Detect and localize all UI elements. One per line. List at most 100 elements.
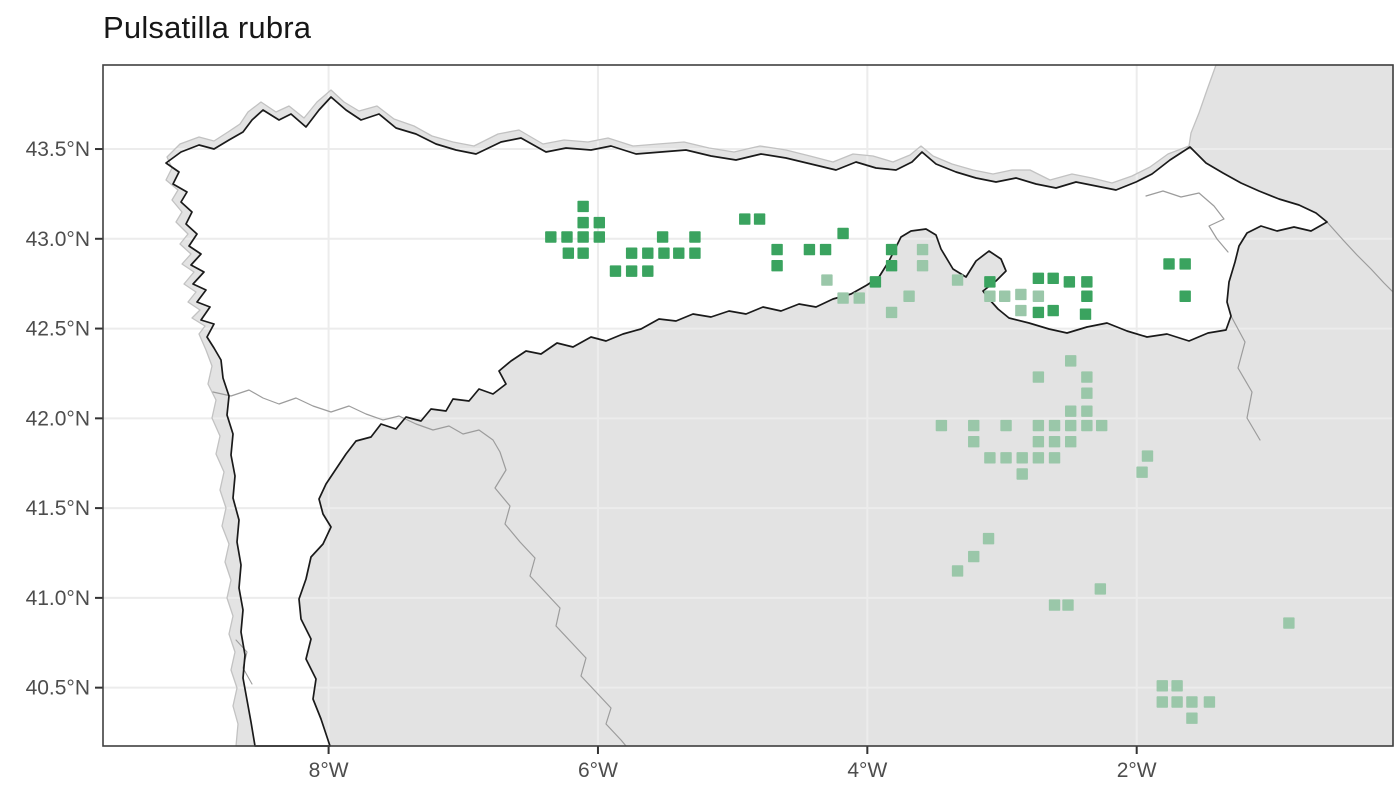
occurrence-marker xyxy=(1094,583,1107,595)
occurrence-marker xyxy=(656,231,669,243)
occurrence-marker xyxy=(1048,452,1061,464)
occurrence-marker xyxy=(1065,419,1077,432)
occurrence-marker xyxy=(561,231,573,243)
occurrence-marker xyxy=(1186,696,1198,708)
occurrence-marker xyxy=(819,243,832,256)
occurrence-marker xyxy=(1048,599,1061,611)
x-tick-label: 4°W xyxy=(847,759,887,782)
occurrence-marker xyxy=(837,227,849,240)
occurrence-marker xyxy=(1171,696,1183,708)
occurrence-marker xyxy=(577,200,589,213)
y-tick-label: 43.5°N xyxy=(26,138,90,161)
panel-border xyxy=(102,64,1394,747)
occurrence-marker xyxy=(984,452,996,464)
occurrence-marker xyxy=(1081,405,1093,417)
occurrence-marker xyxy=(771,260,783,272)
occurrence-marker xyxy=(837,292,849,304)
occurrence-marker xyxy=(593,216,606,229)
occurrence-marker xyxy=(1047,304,1059,317)
occurrence-markers-region xyxy=(545,200,1191,320)
occurrence-marker xyxy=(1179,290,1191,302)
occurrence-marker xyxy=(885,243,898,256)
occurrence-marker xyxy=(771,243,783,256)
occurrence-marker xyxy=(609,265,622,277)
occurrence-markers-outside xyxy=(821,243,1295,724)
occurrence-marker xyxy=(1063,276,1076,288)
occurrence-marker xyxy=(753,213,766,225)
occurrence-marker xyxy=(968,419,980,432)
y-tick-label: 42.5°N xyxy=(26,318,90,341)
occurrence-marker xyxy=(1015,304,1027,317)
occurrence-marker xyxy=(642,247,654,259)
occurrence-marker xyxy=(1000,452,1012,464)
occurrence-marker xyxy=(869,276,882,288)
occurrence-marker xyxy=(1156,696,1168,708)
occurrence-marker xyxy=(1163,258,1175,270)
occurrence-marker xyxy=(1179,258,1191,270)
occurrence-marker xyxy=(968,435,980,448)
occurrence-marker xyxy=(982,532,995,545)
occurrence-marker xyxy=(689,247,701,259)
occurrence-marker xyxy=(1048,435,1061,448)
occurrence-marker xyxy=(1136,466,1148,478)
occurrence-marker xyxy=(1047,272,1059,284)
border-pyrenees xyxy=(1326,221,1394,293)
occurrence-marker xyxy=(916,260,929,272)
occurrence-marker xyxy=(1081,290,1093,302)
occurrence-marker xyxy=(853,292,865,304)
occurrence-marker xyxy=(1032,435,1045,448)
y-tick-label: 40.5°N xyxy=(26,677,90,700)
occurrence-marker xyxy=(1065,405,1077,417)
occurrence-marker xyxy=(1032,419,1045,432)
occurrence-marker xyxy=(1016,452,1028,464)
x-tick-label: 2°W xyxy=(1117,759,1157,782)
occurrence-marker xyxy=(821,274,833,286)
occurrence-marker xyxy=(1141,450,1154,462)
occurrence-marker xyxy=(1016,468,1028,480)
occurrence-marker xyxy=(689,231,701,243)
occurrence-marker xyxy=(1081,371,1093,383)
y-tick-label: 41.0°N xyxy=(26,587,90,610)
occurrence-marker xyxy=(545,231,557,243)
occurrence-marker xyxy=(642,265,654,277)
occurrence-marker xyxy=(625,265,638,277)
x-tick-label: 8°W xyxy=(309,759,349,782)
occurrence-marker xyxy=(1081,276,1093,288)
x-tick-label: 6°W xyxy=(578,759,618,782)
y-tick-label: 42.0°N xyxy=(26,407,90,430)
occurrence-marker xyxy=(903,290,915,302)
occurrence-marker xyxy=(1032,306,1045,319)
occurrence-marker xyxy=(1081,419,1093,432)
occurrence-marker xyxy=(1000,419,1012,432)
axis-tick-labels: 8°W 6°W 4°W 2°W 43.5°N 43.0°N 42.5°N 42.0°N 41.5… xyxy=(26,138,1157,782)
landmass-fills xyxy=(166,65,1393,746)
occurrence-marker xyxy=(1032,272,1045,284)
occurrence-marker xyxy=(673,247,685,259)
occurrence-marker xyxy=(1032,371,1045,383)
occurrence-marker xyxy=(1062,599,1074,611)
occurrence-marker xyxy=(1203,696,1216,708)
occurrence-marker xyxy=(916,243,929,256)
page-title: Pulsatilla rubra xyxy=(103,10,312,45)
occurrence-marker xyxy=(951,565,964,577)
occurrence-marker xyxy=(1032,452,1045,464)
occurrence-marker xyxy=(1095,419,1108,432)
occurrence-marker xyxy=(1032,290,1045,302)
occurrence-marker xyxy=(885,306,898,319)
occurrence-marker xyxy=(1171,680,1183,692)
occurrence-marker xyxy=(625,247,638,259)
occurrence-marker xyxy=(885,260,898,272)
map-outlines xyxy=(165,64,1394,747)
occurrence-marker xyxy=(658,247,670,259)
occurrence-marker xyxy=(803,243,816,256)
border-aragon xyxy=(1230,315,1261,441)
occurrence-marker xyxy=(1283,617,1295,629)
occurrence-marker xyxy=(739,213,751,225)
occurrence-marker xyxy=(1048,419,1061,432)
occurrence-marker xyxy=(999,290,1011,302)
occurrence-marker xyxy=(935,419,948,432)
occurrence-marker xyxy=(984,276,996,288)
occurrence-marker xyxy=(1081,387,1093,399)
